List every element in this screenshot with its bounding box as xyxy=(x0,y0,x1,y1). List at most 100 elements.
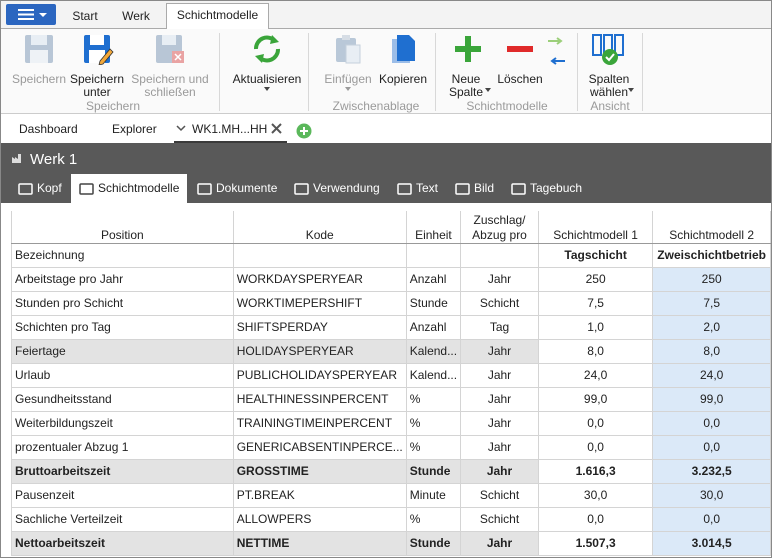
column-header: Zuschlag/ Abzug pro xyxy=(460,211,539,244)
table-cell[interactable]: 3.232,5 xyxy=(652,458,771,484)
sub-tab[interactable]: Tagebuch xyxy=(503,174,582,203)
menu-button[interactable] xyxy=(6,4,56,25)
table-cell[interactable]: 99,0 xyxy=(652,386,771,412)
doc-tab[interactable]: Dashboard xyxy=(19,122,78,136)
table-cell[interactable]: 0,0 xyxy=(652,506,771,532)
table-cell[interactable]: 24,0 xyxy=(652,362,771,388)
icon xyxy=(592,34,624,65)
table-row: Schichten pro Tag SHIFTSPERDAY Anzahl Tag 1,… xyxy=(11,314,771,340)
table-cell[interactable]: 250 xyxy=(537,266,654,292)
icon xyxy=(156,35,184,63)
table-cell[interactable]: 30,0 xyxy=(652,482,771,508)
table-cell[interactable]: 24,0 xyxy=(537,362,654,388)
table-cell: Jahr xyxy=(460,362,539,388)
table-row: Arbeitstage pro Jahr WORKDAYSPERYEAR Anzah… xyxy=(11,266,771,292)
table-row: Bruttoarbeitszeit GROSSTIME Stunde Jahr 1.61… xyxy=(11,458,771,484)
table-cell[interactable]: 8,0 xyxy=(652,338,771,364)
sub-tab[interactable]: Kopf xyxy=(9,174,67,203)
column-header: Position xyxy=(11,211,234,244)
table-cell[interactable]: 30,0 xyxy=(537,482,654,508)
table-cell: Urlaub xyxy=(11,362,234,388)
table-cell[interactable]: 3.014,5 xyxy=(652,530,771,556)
table-cell[interactable]: 8,0 xyxy=(537,338,654,364)
table-cell: % xyxy=(405,506,462,532)
table-row: Bezeichnung Tagschicht Zweischichtbetrieb xyxy=(11,242,771,268)
table-cell: WORKDAYSPERYEAR xyxy=(232,266,407,292)
table-row: Feiertage HOLIDAYSPERYEAR Kalend... Jahr 8,0… xyxy=(11,338,771,364)
table-cell: NETTIME xyxy=(232,530,407,556)
table-cell: Stunden pro Schicht xyxy=(11,290,234,316)
add-tab[interactable] xyxy=(296,123,312,139)
table-cell: Schicht xyxy=(460,290,539,316)
table-cell[interactable]: 7,5 xyxy=(652,290,771,316)
table-cell: Weiterbildungszeit xyxy=(11,410,234,436)
sub-tab[interactable]: Schichtmodelle xyxy=(71,174,187,203)
app-tab[interactable]: Werk xyxy=(122,9,150,23)
doc-tab-active[interactable]: WK1.MH...HH xyxy=(174,117,287,143)
table-cell: PT.BREAK xyxy=(232,482,407,508)
table-cell: Jahr xyxy=(460,338,539,364)
table-cell: TRAININGTIMEINPERCENT xyxy=(232,410,407,436)
table-cell[interactable]: 0,0 xyxy=(537,410,654,436)
ribbon-button[interactable]: Neue Spalte xyxy=(448,72,484,99)
icon xyxy=(254,35,280,63)
ribbon-button[interactable]: Speichern und schließen xyxy=(131,72,209,99)
table-cell[interactable]: 7,5 xyxy=(537,290,654,316)
table-cell[interactable]: 1,0 xyxy=(537,314,654,340)
table-cell: Tag xyxy=(460,314,539,340)
ribbon-button[interactable]: Speichern unter xyxy=(69,72,125,99)
table-cell[interactable]: 1.507,3 xyxy=(537,530,654,556)
table-cell: Pausenzeit xyxy=(11,482,234,508)
sub-tab[interactable]: Verwendung xyxy=(286,174,387,203)
icon xyxy=(455,36,481,62)
table-cell[interactable]: Tagschicht xyxy=(537,242,654,268)
table-cell[interactable]: 0,0 xyxy=(652,410,771,436)
icon xyxy=(84,35,114,65)
ribbon-button[interactable]: Speichern xyxy=(11,72,67,86)
table-row: Nettoarbeitszeit NETTIME Stunde Jahr 1.507,3… xyxy=(11,530,771,556)
table-cell: Schicht xyxy=(460,482,539,508)
table-cell: Anzahl xyxy=(405,314,462,340)
group-label: Zwischenablage xyxy=(332,99,420,113)
table-cell: Nettoarbeitszeit xyxy=(11,530,234,556)
sub-tab[interactable]: Text xyxy=(389,174,445,203)
table-cell: Anzahl xyxy=(405,266,462,292)
table-cell[interactable]: 1.616,3 xyxy=(537,458,654,484)
doc-tab[interactable]: Explorer xyxy=(112,122,157,136)
app-tab[interactable]: Start xyxy=(72,9,98,23)
icon xyxy=(548,37,565,65)
table-cell[interactable]: 0,0 xyxy=(537,506,654,532)
table-cell: Kalend... xyxy=(405,362,462,388)
table-cell[interactable]: 0,0 xyxy=(537,434,654,460)
ribbon-button[interactable]: Löschen xyxy=(497,72,543,86)
column-header: Schichtmodell 2 xyxy=(652,211,771,244)
table-row: Stunden pro Schicht WORKTIMEPERSHIFT Stund… xyxy=(11,290,771,316)
app-tab[interactable]: Schichtmodelle xyxy=(166,3,269,29)
table-cell xyxy=(232,242,407,268)
group-label: Speichern xyxy=(85,99,141,113)
table-cell: Jahr xyxy=(460,458,539,484)
table-cell[interactable]: 99,0 xyxy=(537,386,654,412)
sub-tab[interactable]: Bild xyxy=(447,174,501,203)
table-cell: Jahr xyxy=(460,386,539,412)
table-cell: % xyxy=(405,386,462,412)
table-cell: HEALTHINESSINPERCENT xyxy=(232,386,407,412)
table-cell: % xyxy=(405,410,462,436)
tab-bar xyxy=(1,1,771,29)
table-cell: % xyxy=(405,434,462,460)
table-cell: GROSSTIME xyxy=(232,458,407,484)
icon xyxy=(25,35,53,63)
table-row: Sachliche Verteilzeit ALLOWPERS% Schicht 0,… xyxy=(11,506,771,532)
doc-tab[interactable]: WK1.MH...HH xyxy=(192,122,268,136)
table-cell[interactable]: 0,0 xyxy=(652,434,771,460)
ribbon-button[interactable]: Spalten wählen xyxy=(588,72,630,99)
table-cell: Bruttoarbeitszeit xyxy=(11,458,234,484)
ribbon-button[interactable]: Einfügen xyxy=(324,72,372,86)
table-cell[interactable]: Zweischichtbetrieb xyxy=(652,242,771,268)
ribbon-button[interactable]: Aktualisieren xyxy=(232,72,302,86)
sub-tab[interactable]: Dokumente xyxy=(189,174,284,203)
table-cell[interactable]: 250 xyxy=(652,266,771,292)
ribbon-button[interactable]: Kopieren xyxy=(378,72,428,86)
table-cell xyxy=(460,242,539,268)
table-cell[interactable]: 2,0 xyxy=(652,314,771,340)
